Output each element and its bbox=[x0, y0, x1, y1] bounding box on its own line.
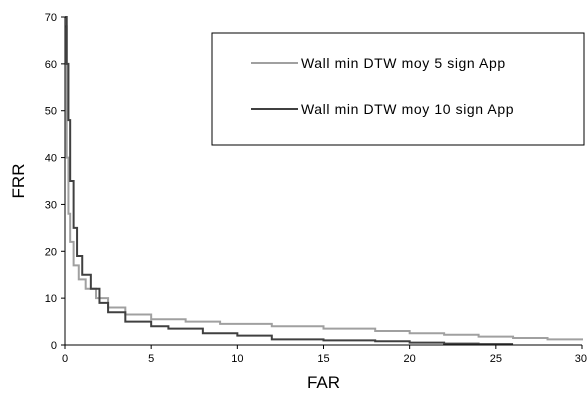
x-tick-label: 0 bbox=[62, 353, 68, 365]
series-line-1 bbox=[65, 25, 583, 341]
legend: Wall min DTW moy 5 sign App Wall min DTW… bbox=[211, 32, 585, 146]
y-tick-label: 30 bbox=[45, 199, 57, 211]
legend-box bbox=[211, 32, 585, 146]
x-tick-label: 10 bbox=[231, 353, 243, 365]
series-line-2 bbox=[65, 16, 514, 346]
series-layer bbox=[65, 16, 583, 346]
y-tick-label: 0 bbox=[51, 340, 57, 352]
x-ticks: 0 5 10 15 20 25 30 bbox=[62, 345, 587, 365]
y-ticks: 0 10 20 30 40 50 60 70 bbox=[45, 12, 65, 352]
y-tick-label: 70 bbox=[45, 12, 57, 24]
y-tick-label: 20 bbox=[45, 246, 57, 258]
x-tick-label: 20 bbox=[404, 353, 416, 365]
y-tick-label: 10 bbox=[45, 293, 57, 305]
y-axis-label: FRR bbox=[9, 164, 28, 199]
x-tick-label: 30 bbox=[575, 353, 587, 365]
x-axis-label: FAR bbox=[307, 373, 340, 392]
legend-label-series-2: Wall min DTW moy 10 sign App bbox=[301, 101, 514, 117]
y-tick-label: 60 bbox=[45, 59, 57, 71]
y-tick-label: 40 bbox=[45, 153, 57, 165]
legend-label-series-1: Wall min DTW moy 5 sign App bbox=[301, 55, 506, 71]
x-tick-label: 15 bbox=[317, 353, 329, 365]
x-tick-label: 25 bbox=[490, 353, 502, 365]
y-tick-label: 50 bbox=[45, 106, 57, 118]
x-tick-label: 5 bbox=[148, 353, 154, 365]
